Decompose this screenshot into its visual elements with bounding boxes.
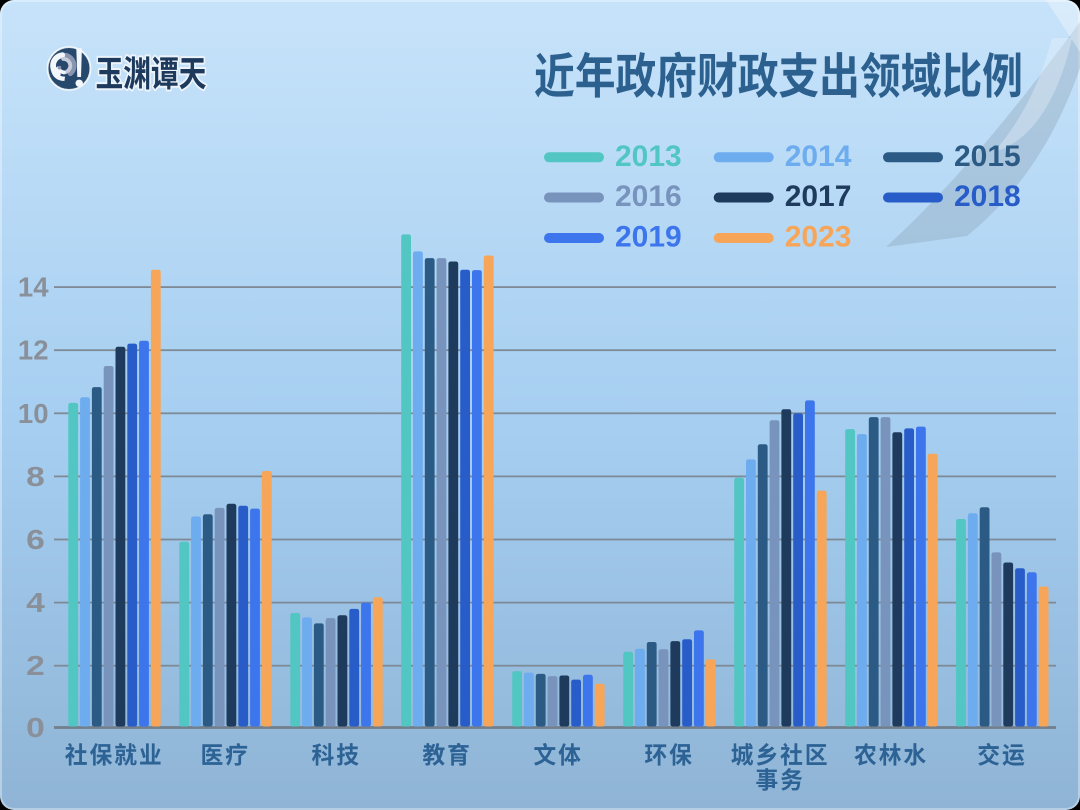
svg-text:2019: 2019 xyxy=(615,221,682,254)
svg-text:2013: 2013 xyxy=(615,140,682,173)
svg-text:2014: 2014 xyxy=(785,140,852,173)
svg-text:6: 6 xyxy=(26,525,45,555)
svg-text:0: 0 xyxy=(26,713,45,743)
svg-text:2016: 2016 xyxy=(615,180,682,213)
svg-text:10: 10 xyxy=(18,398,49,429)
svg-text:8: 8 xyxy=(26,462,45,492)
svg-text:2: 2 xyxy=(26,651,45,681)
svg-text:2017: 2017 xyxy=(785,180,852,213)
svg-text:12: 12 xyxy=(18,335,49,366)
svg-text:2023: 2023 xyxy=(785,221,852,254)
svg-text:2018: 2018 xyxy=(954,180,1021,213)
svg-text:2015: 2015 xyxy=(954,140,1021,173)
svg-text:4: 4 xyxy=(26,588,45,618)
svg-text:14: 14 xyxy=(18,272,49,303)
